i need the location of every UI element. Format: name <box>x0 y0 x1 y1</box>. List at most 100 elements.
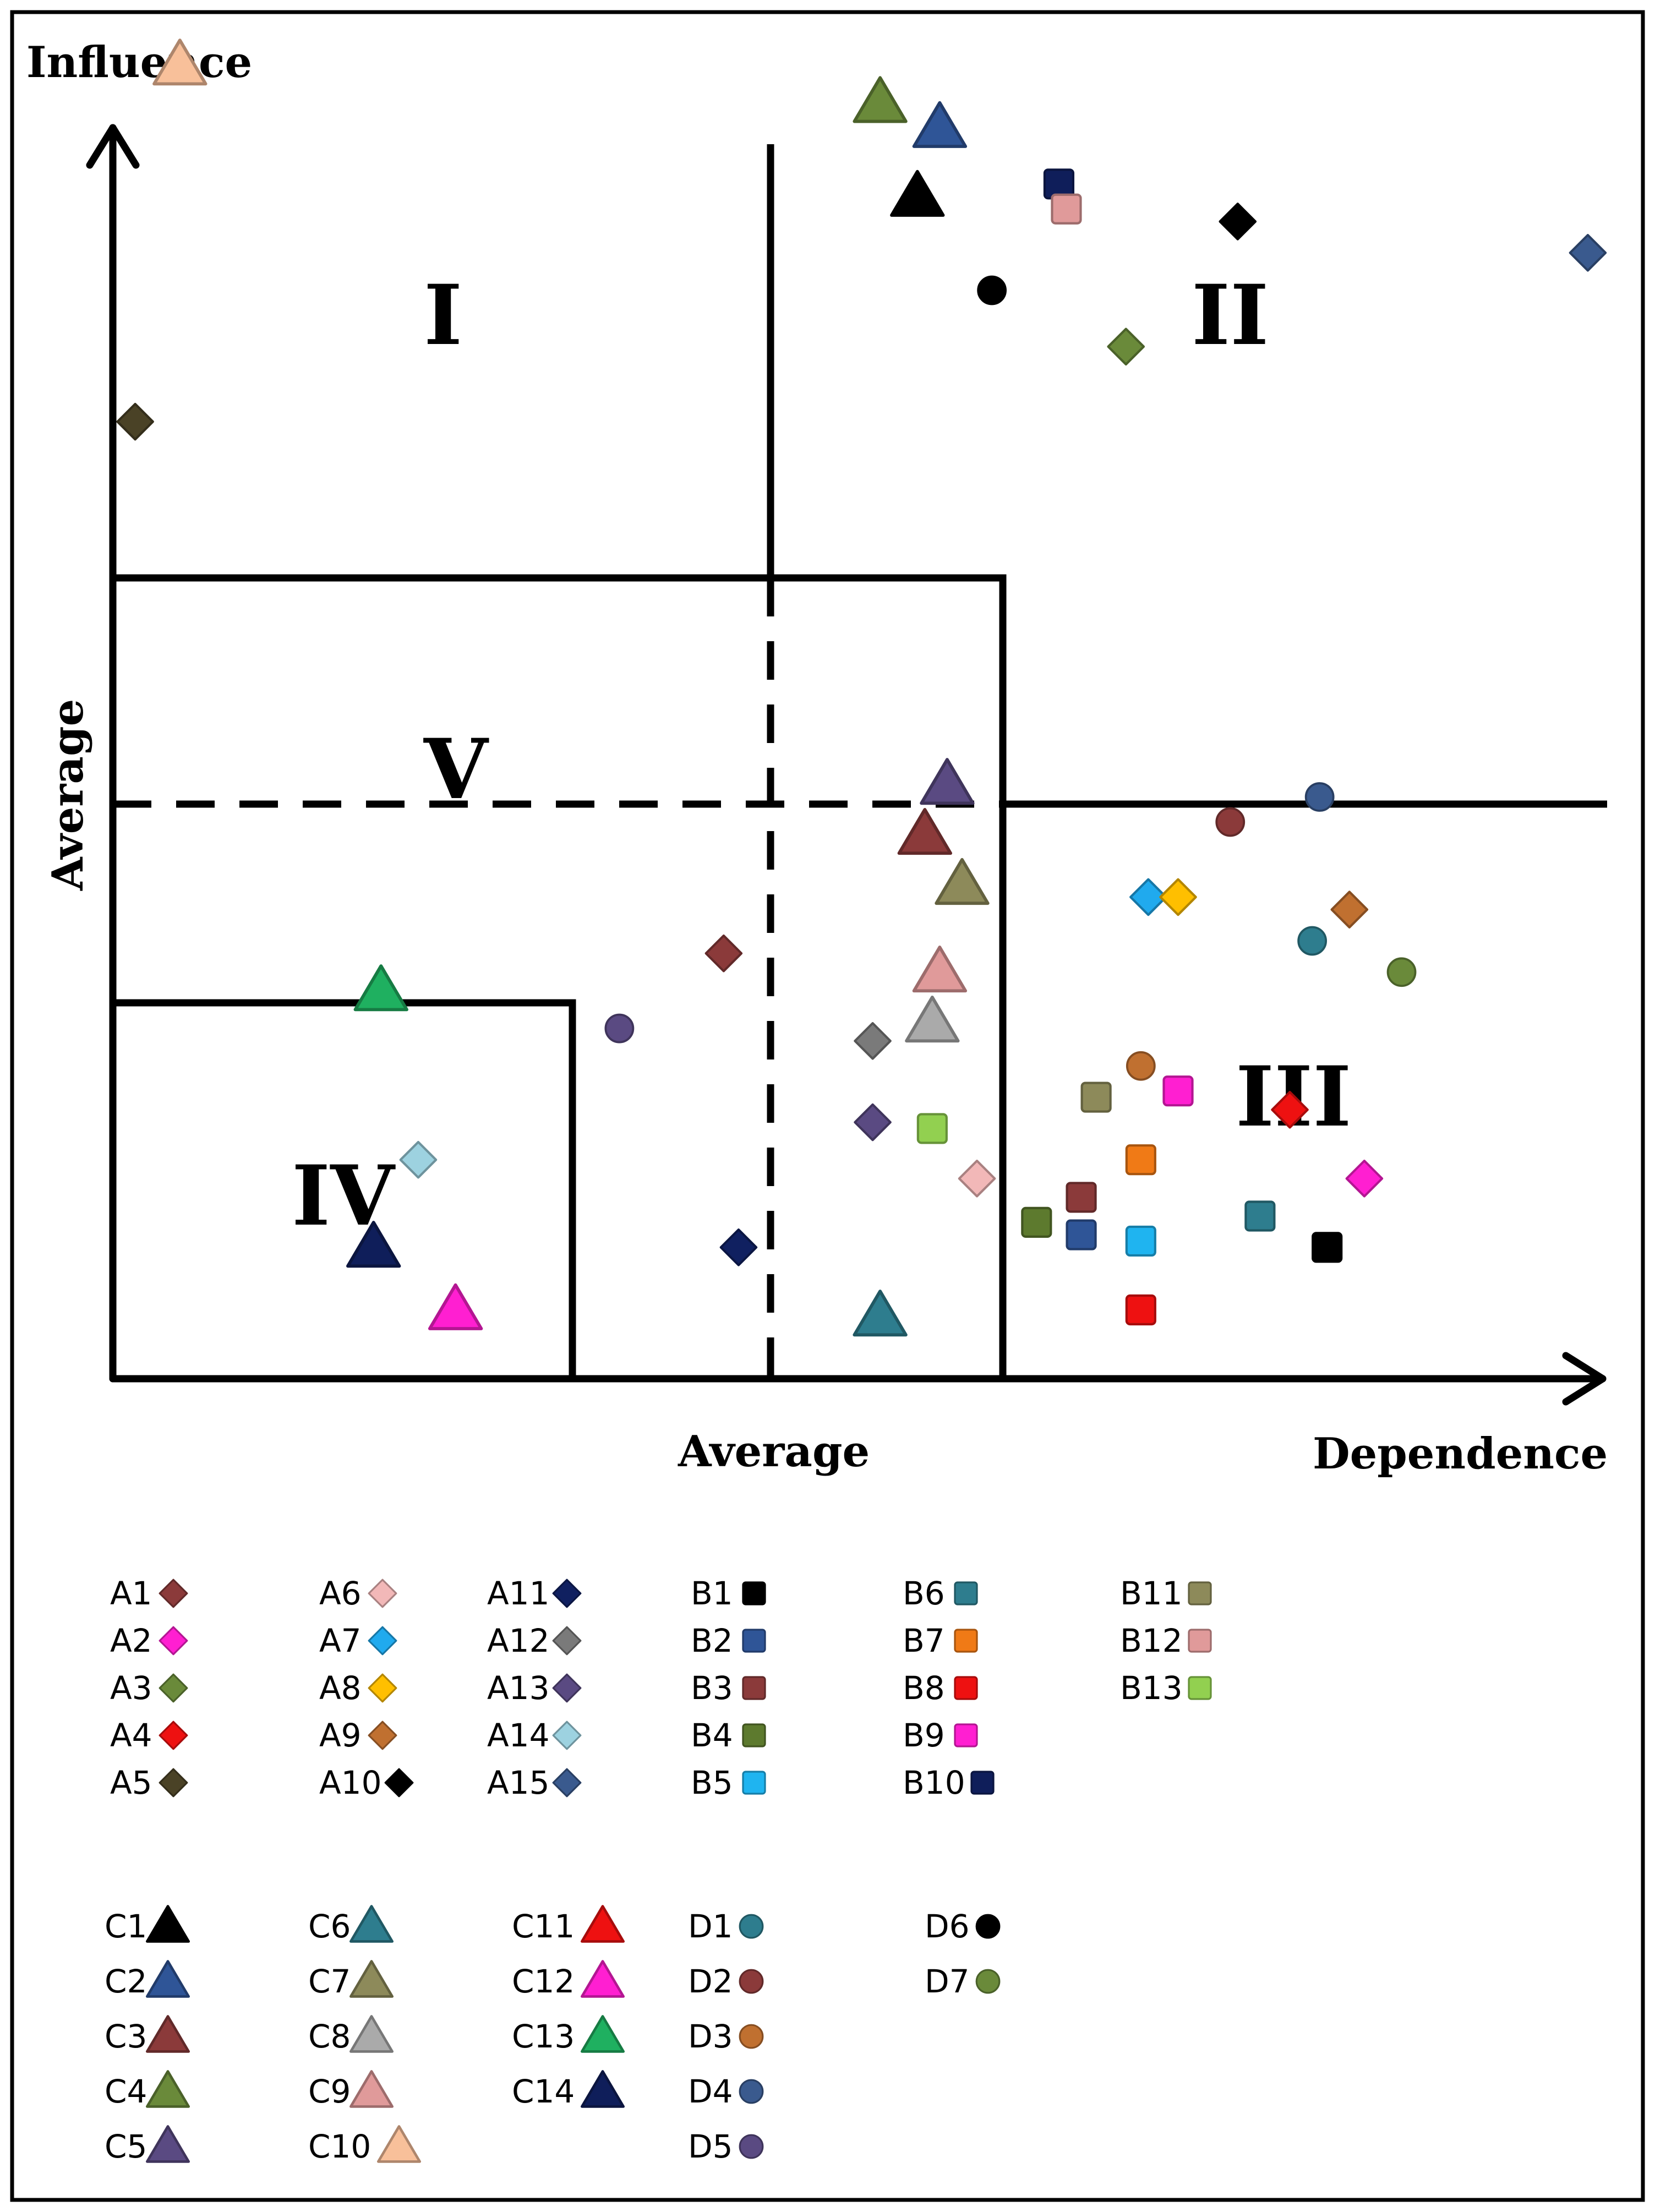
point-b5 <box>1125 1225 1156 1257</box>
legend-label-c7: C7 <box>308 1963 351 2000</box>
legend-label-a2: A2 <box>110 1622 152 1659</box>
point-b7 <box>1125 1144 1156 1176</box>
legend-label-b4: B4 <box>691 1717 733 1754</box>
legend-marker-b12 <box>1188 1629 1212 1653</box>
point-a9 <box>1330 891 1369 929</box>
y-axis-arrowhead <box>86 124 140 169</box>
point-b1 <box>1312 1232 1343 1263</box>
legend-label-c2: C2 <box>105 1963 147 2000</box>
legend-label-c10: C10 <box>308 2128 371 2165</box>
legend-label-b12: B12 <box>1120 1622 1183 1659</box>
legend-marker-c12 <box>580 1960 625 1998</box>
legend-marker-c6 <box>349 1905 394 1943</box>
region-iv-box <box>113 999 576 1379</box>
point-a13 <box>854 1103 892 1141</box>
point-c13 <box>353 964 408 1012</box>
point-c7 <box>935 858 990 905</box>
legend-marker-a3 <box>159 1673 188 1703</box>
legend-marker-c3 <box>145 2015 190 2053</box>
legend-label-b9: B9 <box>903 1717 945 1754</box>
point-c6 <box>853 1290 908 1337</box>
legend-marker-b5 <box>742 1771 766 1795</box>
region-v-box <box>113 574 1007 1379</box>
point-d4 <box>1304 782 1335 812</box>
legend-label-a12: A12 <box>487 1622 549 1659</box>
legend-label-d4: D4 <box>688 2073 733 2110</box>
figure-border <box>10 10 1645 2202</box>
legend-label-a10: A10 <box>319 1764 381 1801</box>
legend-marker-c13 <box>580 2015 625 2053</box>
legend-label-a4: A4 <box>110 1717 152 1754</box>
legend-label-a3: A3 <box>110 1669 152 1707</box>
point-c10 <box>152 39 207 86</box>
point-a14 <box>399 1140 438 1179</box>
legend-label-d1: D1 <box>688 1908 733 1945</box>
legend-label-c6: C6 <box>308 1908 351 1945</box>
legend-marker-b4 <box>742 1723 766 1747</box>
point-d5 <box>604 1013 635 1044</box>
legend-label-d2: D2 <box>688 1963 733 2000</box>
legend-label-d3: D3 <box>688 2018 733 2055</box>
legend-marker-c1 <box>145 1905 190 1943</box>
legend-marker-d4 <box>739 2079 764 2104</box>
legend-label-c8: C8 <box>308 2018 351 2055</box>
point-c1 <box>890 170 945 217</box>
legend-marker-b13 <box>1188 1676 1212 1700</box>
point-a8 <box>1159 878 1197 916</box>
point-c12 <box>428 1283 483 1330</box>
legend-marker-c10 <box>376 2125 422 2163</box>
legend-label-c13: C13 <box>512 2018 575 2055</box>
legend-label-c5: C5 <box>105 2128 147 2165</box>
point-b12 <box>1051 193 1082 225</box>
legend-label-d6: D6 <box>925 1908 970 1945</box>
legend-marker-b6 <box>954 1581 978 1605</box>
legend: A1 A2 A3 A4 A5 A6 A7 A8 A9 A10 A11 A12 A13 A14 A15 B1 B2… <box>105 1575 1212 2165</box>
legend-marker-c9 <box>349 2070 394 2108</box>
legend-label-d7: D7 <box>925 1963 970 2000</box>
legend-label-a7: A7 <box>319 1622 362 1659</box>
legend-label-a14: A14 <box>487 1717 549 1754</box>
legend-label-c14: C14 <box>512 2073 575 2110</box>
legend-label-c3: C3 <box>105 2018 147 2055</box>
legend-marker-b3 <box>742 1676 766 1700</box>
legend-label-b8: B8 <box>903 1669 945 1707</box>
point-a11 <box>719 1228 758 1266</box>
point-b11 <box>1080 1082 1112 1113</box>
point-b3 <box>1066 1182 1097 1213</box>
region-label-ii: II <box>1192 267 1269 364</box>
legend-marker-d1 <box>739 1914 764 1939</box>
legend-label-b3: B3 <box>691 1669 733 1707</box>
legend-marker-a11 <box>552 1579 582 1608</box>
point-b13 <box>916 1113 948 1144</box>
point-c2 <box>912 101 968 148</box>
legend-marker-c2 <box>145 1960 190 1998</box>
point-a1 <box>704 934 743 973</box>
legend-label-a13: A13 <box>487 1669 549 1707</box>
legend-label-a9: A9 <box>319 1717 362 1754</box>
region-label-i: I <box>424 267 462 364</box>
legend-marker-a13 <box>552 1673 582 1703</box>
legend-marker-a7 <box>368 1626 397 1656</box>
legend-marker-a8 <box>368 1673 397 1703</box>
legend-marker-b9 <box>954 1723 978 1747</box>
legend-marker-d7 <box>975 1969 1001 1994</box>
legend-marker-a14 <box>552 1721 582 1750</box>
y-axis-title: Influence <box>26 37 252 88</box>
legend-label-a6: A6 <box>319 1575 362 1612</box>
point-a6 <box>958 1160 996 1198</box>
legend-marker-a4 <box>159 1721 188 1750</box>
region-label-iv: IV <box>292 1148 396 1244</box>
legend-marker-a15 <box>552 1768 582 1798</box>
legend-label-b13: B13 <box>1120 1669 1183 1707</box>
legend-marker-d5 <box>739 2134 764 2159</box>
legend-marker-c4 <box>145 2070 190 2108</box>
point-b8 <box>1125 1294 1156 1326</box>
legend-label-a8: A8 <box>319 1669 362 1707</box>
legend-marker-c8 <box>349 2015 394 2053</box>
x-axis-arrowhead <box>1562 1352 1607 1406</box>
region-lines <box>113 144 1607 1381</box>
point-c3 <box>897 808 952 855</box>
legend-label-b2: B2 <box>691 1622 733 1659</box>
